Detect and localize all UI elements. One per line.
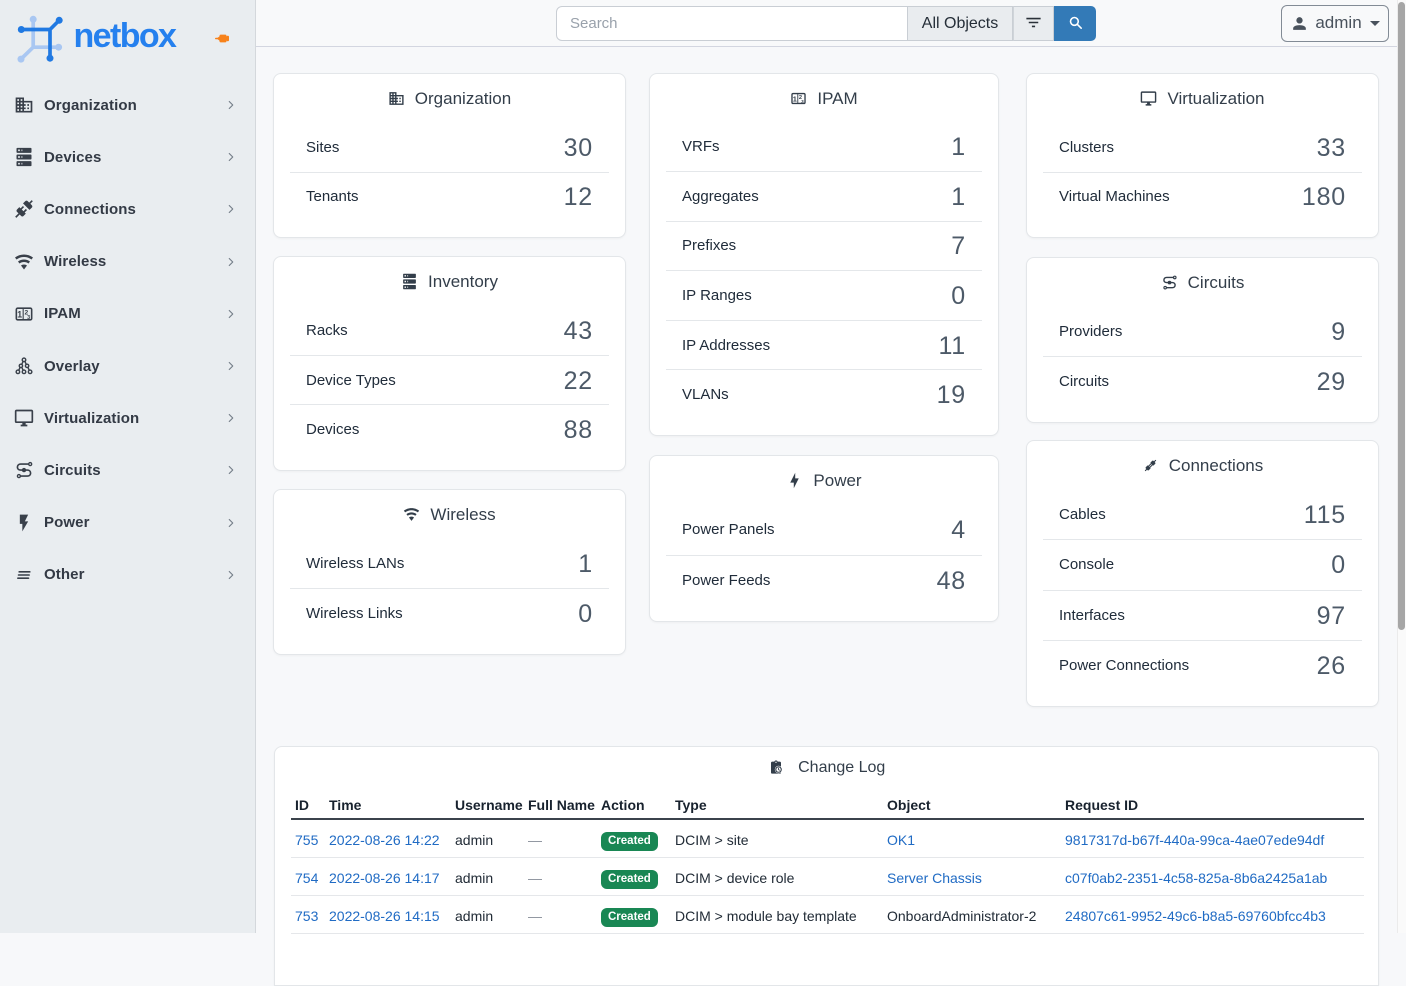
svg-text:3: 3 [802,98,805,103]
svg-text:2: 2 [24,309,28,316]
svg-text:1: 1 [17,309,22,319]
svg-text:3: 3 [27,315,30,321]
svg-text:netbox: netbox [74,17,178,55]
svg-text:2: 2 [799,94,802,100]
svg-text:1: 1 [793,94,797,103]
